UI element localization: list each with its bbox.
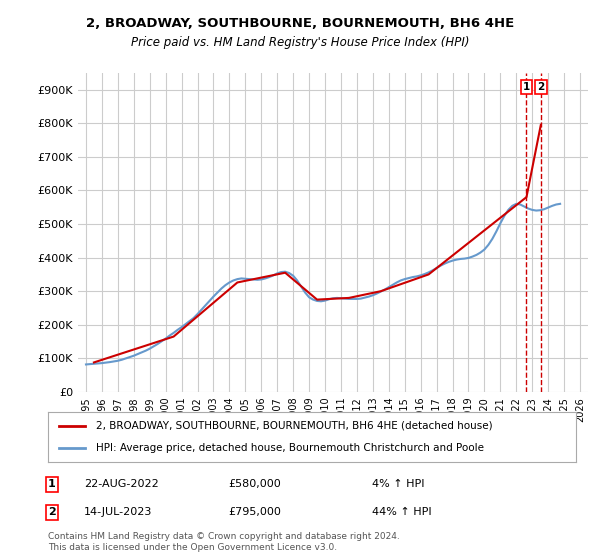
Text: 1: 1 (48, 479, 56, 489)
Text: 44% ↑ HPI: 44% ↑ HPI (372, 507, 431, 517)
Text: HPI: Average price, detached house, Bournemouth Christchurch and Poole: HPI: Average price, detached house, Bour… (95, 443, 484, 453)
Text: Contains HM Land Registry data © Crown copyright and database right 2024.
This d: Contains HM Land Registry data © Crown c… (48, 532, 400, 552)
Text: 14-JUL-2023: 14-JUL-2023 (84, 507, 152, 517)
Text: 2, BROADWAY, SOUTHBOURNE, BOURNEMOUTH, BH6 4HE: 2, BROADWAY, SOUTHBOURNE, BOURNEMOUTH, B… (86, 17, 514, 30)
Text: £795,000: £795,000 (228, 507, 281, 517)
Text: 22-AUG-2022: 22-AUG-2022 (84, 479, 159, 489)
Text: Price paid vs. HM Land Registry's House Price Index (HPI): Price paid vs. HM Land Registry's House … (131, 36, 469, 49)
Text: 1: 1 (523, 82, 530, 92)
Text: 2: 2 (48, 507, 56, 517)
Text: 4% ↑ HPI: 4% ↑ HPI (372, 479, 425, 489)
Text: £580,000: £580,000 (228, 479, 281, 489)
Text: 2: 2 (537, 82, 544, 92)
Text: 2, BROADWAY, SOUTHBOURNE, BOURNEMOUTH, BH6 4HE (detached house): 2, BROADWAY, SOUTHBOURNE, BOURNEMOUTH, B… (95, 421, 492, 431)
